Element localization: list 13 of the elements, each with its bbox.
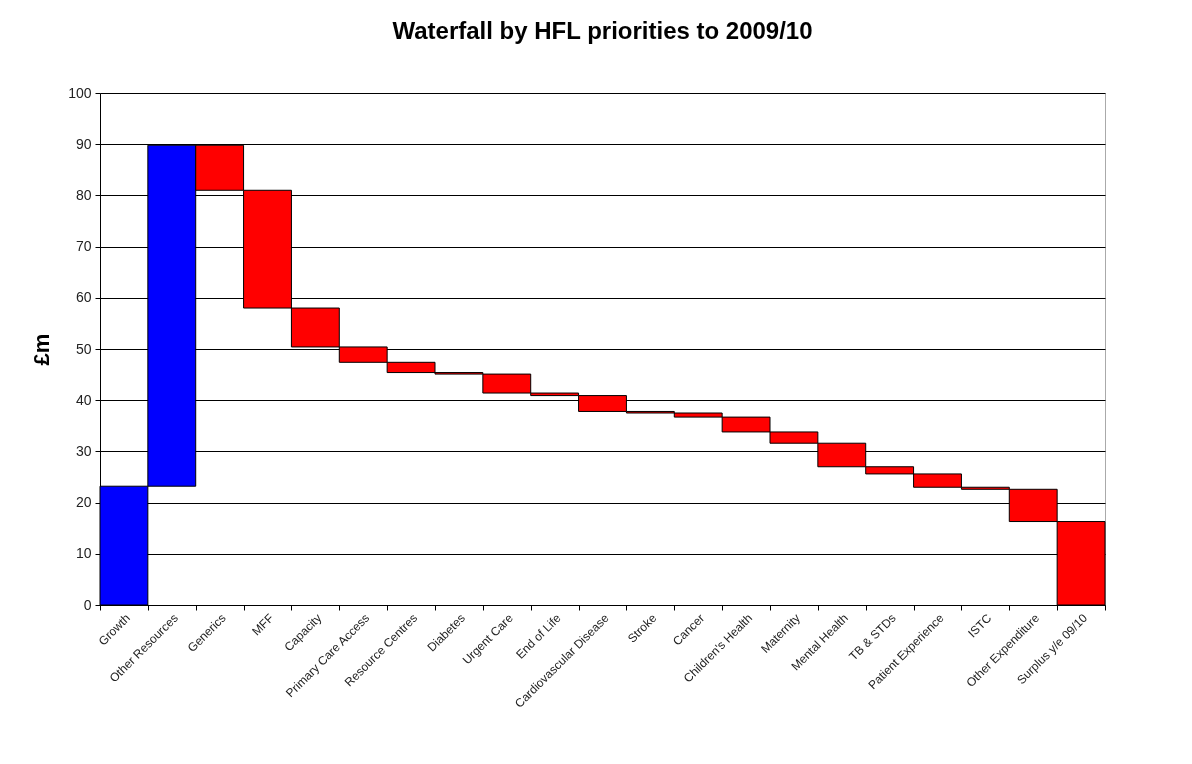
- chart-title: Waterfall by HFL priorities to 2009/10: [392, 17, 813, 44]
- y-tick-label: 10: [75, 545, 92, 562]
- y-tick-label: 90: [75, 135, 92, 152]
- y-axis-title: £m: [29, 333, 55, 366]
- y-tick-label: 30: [75, 442, 92, 459]
- y-tick-label: 50: [75, 340, 92, 357]
- y-tick-label: 100: [68, 84, 92, 101]
- y-tick-label: 0: [83, 596, 92, 613]
- y-tick-label: 20: [75, 494, 92, 511]
- y-tick-label: 40: [75, 391, 92, 408]
- y-tick-label: 70: [75, 238, 92, 255]
- y-tick-label: 80: [75, 186, 92, 203]
- y-tick-label: 60: [75, 289, 92, 306]
